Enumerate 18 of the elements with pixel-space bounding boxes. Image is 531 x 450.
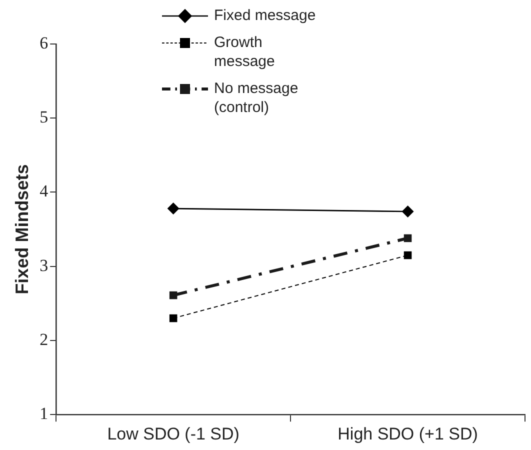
point xyxy=(169,291,178,300)
y-tick-label: 4 xyxy=(40,182,49,201)
y-tick-label: 6 xyxy=(40,33,48,52)
x-tick-label: Low SDO (-1 SD) xyxy=(107,424,240,444)
legend-label: Fixed message xyxy=(214,6,317,25)
y-tick-label: 3 xyxy=(40,256,48,275)
x-tick-label: High SDO (+1 SD) xyxy=(338,424,478,444)
point xyxy=(404,251,412,260)
y-tick-label: 2 xyxy=(40,330,48,349)
point xyxy=(404,234,412,242)
y-tick-label: 1 xyxy=(40,404,48,424)
point xyxy=(402,206,414,218)
y-axis-title: Fixed Mindsets xyxy=(12,164,32,294)
legend-label: No message (control) xyxy=(214,79,300,117)
point xyxy=(169,314,178,322)
legend-label: Growth message xyxy=(214,33,276,71)
y-tick-label: 5 xyxy=(40,108,48,127)
point xyxy=(167,202,180,215)
